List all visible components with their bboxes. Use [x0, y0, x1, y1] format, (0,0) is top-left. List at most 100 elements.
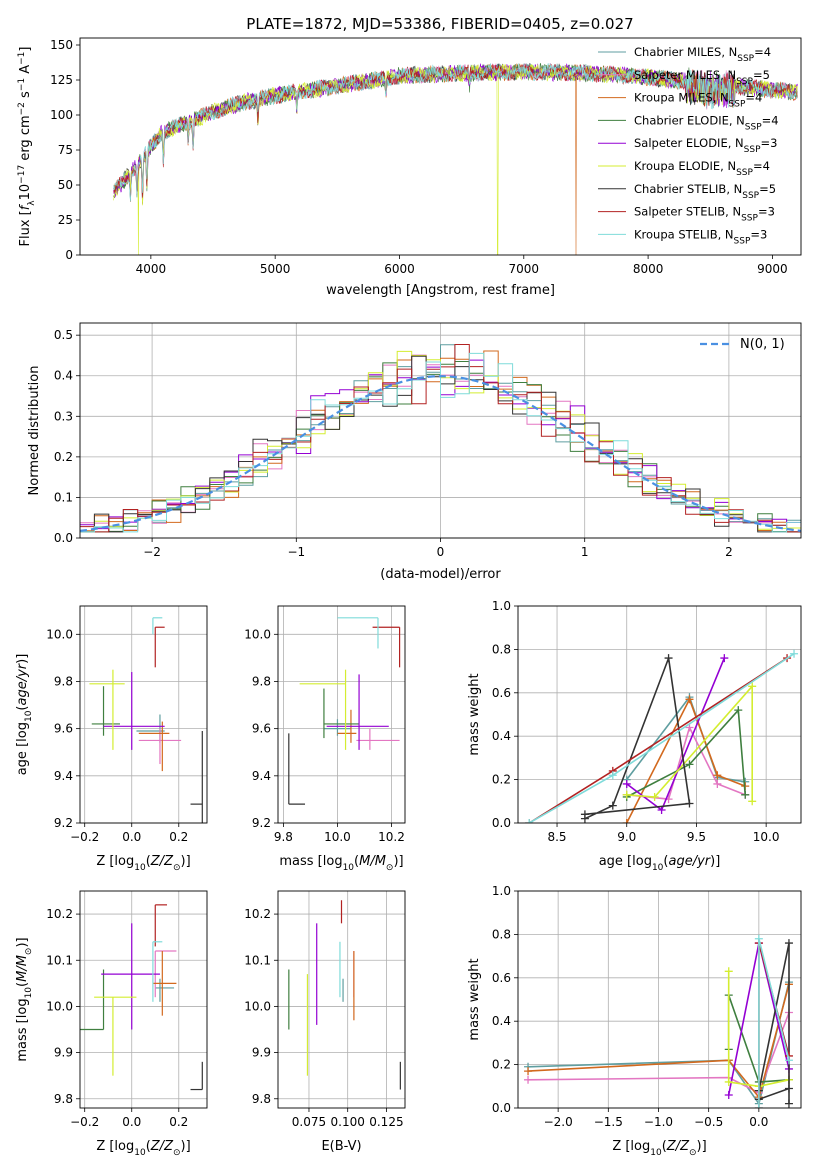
- x-tick-label: 9.5: [687, 830, 706, 844]
- x-axis-label: (data-model)/error: [380, 567, 501, 582]
- age_vs_Z-axes: −0.2 0.0 0.2 9.2 9.4 9.6 9.8 10.0 Z [log10(Z/Z⊙)…: [15, 605, 208, 873]
- y-tick-label: 0.2: [492, 773, 511, 787]
- figure-title: PLATE=1872, MJD=53386, FIBERID=0405, z=0…: [246, 15, 633, 33]
- x-axis-label: Z [log10(Z/Z⊙)]: [612, 1139, 706, 1158]
- y-axis-label: age [log10(age/yr)]: [15, 654, 34, 776]
- error-point: [190, 1061, 203, 1091]
- residuals-axes: −2 −1 0 1 2 0.0 0.1 0.2 0.3 0.4 0.5 N(0, 1) (data-mo…: [27, 322, 802, 582]
- normal-curve: [80, 375, 801, 532]
- y-axis-label: mass [log10(M/M⊙)]: [15, 937, 34, 1061]
- y-tick-label: 0.2: [54, 450, 73, 464]
- mass_vs_ebv-plot-area: [288, 900, 401, 1090]
- legend-label: Salpeter MILES, NSSP=5: [634, 68, 770, 87]
- y-tick-label: 9.8: [54, 1092, 73, 1106]
- mass_vs_Z-grid: [80, 891, 207, 1108]
- weight-line: [625, 697, 746, 823]
- x-tick-label: 9000: [757, 262, 788, 276]
- error-point: [288, 733, 306, 805]
- x-tick-label: 10.2: [378, 830, 405, 844]
- weight-marker: [525, 819, 534, 823]
- y-tick-label: 0.1: [54, 490, 73, 504]
- y-tick-label: 0.3: [54, 409, 73, 423]
- axes-frame: [79, 37, 802, 256]
- spectrum-plot-area: [113, 62, 798, 255]
- y-tick-label: 75: [58, 143, 73, 157]
- weight-marker: [720, 654, 729, 663]
- x-tick-label: −2.0: [544, 1115, 573, 1129]
- weight-line: [626, 708, 746, 798]
- histogram-step: [80, 352, 801, 533]
- legend-label: Kroupa MILES, NSSP=4: [634, 91, 762, 110]
- residuals-plot-area: [80, 344, 801, 533]
- error-point: [372, 626, 401, 668]
- legend-label: Chabrier STELIB, NSSP=5: [634, 182, 776, 201]
- error-point: [101, 923, 160, 1030]
- age_vs_mass-axes: 9.8 10.0 10.2 9.2 9.4 9.6 9.8 10.0 mass [log10(M…: [244, 605, 406, 873]
- axes-frame: [79, 890, 208, 1109]
- x-tick-label: −1.5: [594, 1115, 623, 1129]
- x-tick-label: −0.2: [70, 1115, 99, 1129]
- error-point: [326, 674, 389, 750]
- weight-line: [527, 984, 790, 1099]
- spectrum-line: [113, 63, 798, 201]
- y-tick-label: 10.0: [244, 627, 271, 641]
- y-tick-label: 9.9: [54, 1046, 73, 1060]
- y-tick-label: 9.8: [252, 1092, 271, 1106]
- weight_vs_Z-axes: −2.0 −1.5 −1.0 −0.5 0.0 0.0 0.2 0.4 0.6 0.8 1.0 Z […: [467, 884, 802, 1158]
- x-tick-label: −1.0: [644, 1115, 673, 1129]
- x-tick-label: 9.0: [617, 830, 636, 844]
- weight-marker: [608, 801, 617, 810]
- weight-marker: [724, 1077, 733, 1086]
- y-tick-label: 0.6: [492, 686, 511, 700]
- error-point: [138, 728, 182, 765]
- weight-marker: [608, 771, 617, 780]
- legend-label: N(0, 1): [740, 337, 785, 352]
- weight-marker: [622, 790, 631, 799]
- y-tick-label: 150: [50, 38, 73, 52]
- weight-marker: [650, 792, 659, 801]
- legend: Chabrier MILES, NSSP=4 Salpeter MILES, NS…: [598, 45, 779, 246]
- x-tick-label: 9.8: [274, 830, 293, 844]
- x-axis-label: Z [log10(Z/Z⊙)]: [96, 854, 190, 873]
- x-tick-label: 0.100: [331, 1115, 365, 1129]
- error-point: [154, 904, 168, 947]
- error-point: [152, 951, 177, 1016]
- y-tick-label: 125: [50, 73, 73, 87]
- weight-marker: [784, 1084, 793, 1093]
- weight-marker: [748, 797, 757, 806]
- y-tick-label: 0.6: [492, 971, 511, 985]
- axes-frame: [517, 605, 802, 824]
- y-tick-label: 0.4: [492, 1014, 511, 1028]
- x-tick-label: 4000: [136, 262, 167, 276]
- weight-marker: [685, 760, 694, 769]
- spectrum-axes: 4000 5000 6000 7000 8000 9000 0 25 50 75 100 125 150…: [17, 37, 802, 298]
- weight-marker: [784, 1056, 793, 1065]
- x-tick-label: 0.125: [369, 1115, 403, 1129]
- weight-marker: [713, 771, 722, 780]
- age_vs_Z-grid: [80, 606, 207, 824]
- spectrum-line: [113, 63, 798, 202]
- legend-label: Kroupa ELODIE, NSSP=4: [634, 159, 770, 178]
- weight-marker: [748, 682, 757, 691]
- y-tick-label: 9.2: [252, 816, 271, 830]
- y-tick-label: 9.4: [252, 769, 271, 783]
- error-point: [155, 978, 175, 1002]
- x-tick-label: 0.0: [122, 1115, 141, 1129]
- age_vs_Z-plot-area: [89, 617, 203, 823]
- x-tick-label: 10.0: [753, 830, 780, 844]
- weight-marker: [685, 799, 694, 808]
- weight-marker: [784, 939, 793, 948]
- y-tick-label: 0.0: [492, 816, 511, 830]
- weight-marker: [664, 654, 673, 663]
- y-tick-label: 10.1: [244, 953, 271, 967]
- error-point: [299, 669, 347, 750]
- x-tick-label: 0: [437, 545, 445, 559]
- error-point: [80, 969, 105, 1031]
- x-axis-label: E(B-V): [321, 1139, 361, 1154]
- weight-marker: [754, 934, 763, 943]
- x-tick-label: 8000: [633, 262, 664, 276]
- weight-marker: [713, 779, 722, 788]
- error-point: [138, 721, 170, 772]
- weight-marker: [734, 706, 743, 715]
- y-tick-label: 0.4: [54, 369, 73, 383]
